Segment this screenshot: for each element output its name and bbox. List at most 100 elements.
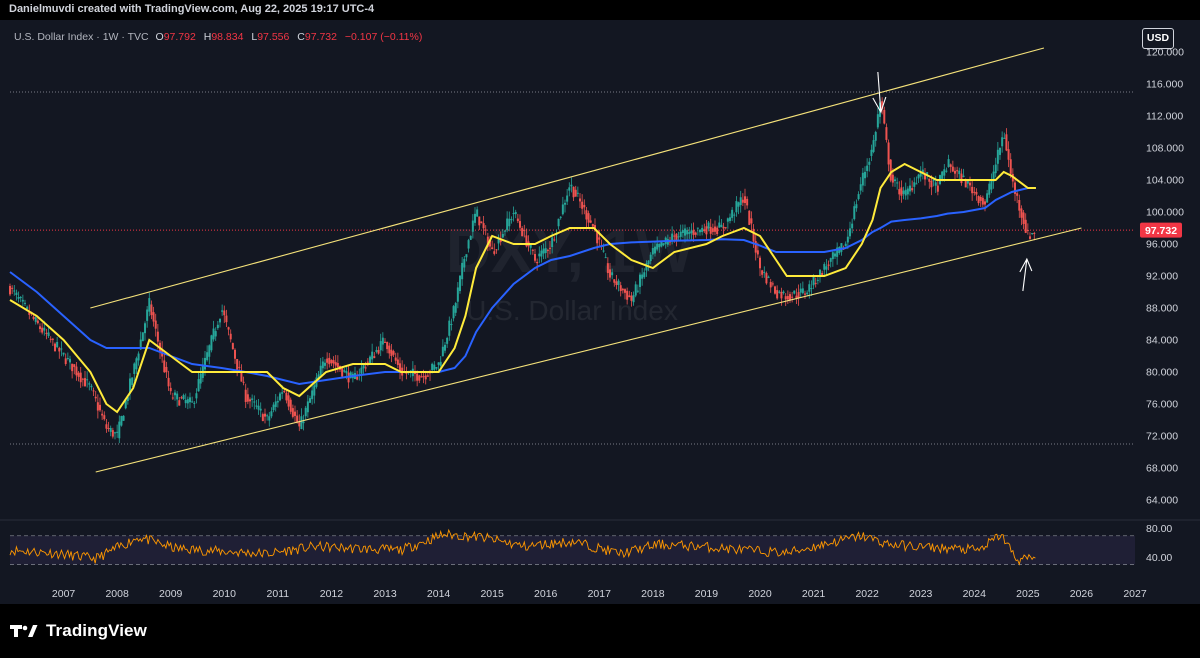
candle bbox=[919, 166, 922, 182]
candle bbox=[448, 316, 451, 341]
candle bbox=[219, 318, 221, 328]
candle bbox=[844, 241, 847, 247]
price-tick-label: 88.000 bbox=[1146, 303, 1178, 315]
price-tag-label: 97.732 bbox=[1145, 225, 1177, 237]
candle bbox=[197, 371, 200, 392]
candle bbox=[797, 284, 800, 306]
candle bbox=[621, 287, 624, 294]
candle bbox=[116, 424, 119, 438]
time-tick-label: 2007 bbox=[52, 588, 76, 600]
low-value: 97.556 bbox=[257, 31, 290, 43]
candle bbox=[658, 243, 661, 253]
candle bbox=[566, 188, 569, 206]
candle bbox=[572, 186, 575, 202]
candle bbox=[379, 333, 382, 357]
candle bbox=[707, 220, 710, 232]
price-tick-label: 92.000 bbox=[1146, 271, 1178, 283]
candle bbox=[1026, 223, 1029, 235]
candle bbox=[510, 216, 513, 224]
candle bbox=[720, 219, 723, 228]
price-tick-label: 120.000 bbox=[1146, 47, 1184, 59]
candle bbox=[696, 227, 699, 236]
candle bbox=[163, 354, 166, 373]
candle bbox=[484, 225, 487, 236]
candle bbox=[73, 364, 76, 375]
time-tick-label: 2027 bbox=[1123, 588, 1147, 600]
candle bbox=[9, 283, 11, 297]
candle bbox=[1018, 194, 1021, 218]
candle bbox=[906, 186, 909, 200]
time-tick-label: 2022 bbox=[855, 588, 879, 600]
candle bbox=[180, 395, 183, 400]
candle bbox=[491, 240, 494, 250]
candle bbox=[793, 290, 796, 295]
candle bbox=[553, 236, 556, 242]
candle bbox=[585, 206, 588, 227]
price-tag bbox=[1140, 222, 1182, 238]
candle bbox=[321, 356, 324, 374]
fast-moving-average bbox=[9, 162, 1036, 414]
candle bbox=[604, 253, 607, 259]
candle bbox=[206, 345, 209, 362]
candle bbox=[546, 248, 549, 258]
candle bbox=[645, 260, 648, 277]
time-tick-label: 2023 bbox=[909, 588, 933, 600]
candle bbox=[420, 373, 423, 378]
currency-button[interactable]: USD bbox=[1142, 28, 1174, 49]
candle bbox=[619, 281, 622, 297]
candle bbox=[902, 186, 905, 200]
candle bbox=[984, 199, 986, 212]
candle bbox=[450, 318, 453, 331]
candle bbox=[261, 412, 264, 422]
candle bbox=[829, 257, 832, 268]
time-tick-label: 2011 bbox=[267, 588, 290, 600]
price-chart[interactable]: DXY, 1W U.S. Dollar Index 120.000116.000… bbox=[0, 0, 1200, 604]
candle bbox=[467, 238, 470, 253]
candle bbox=[677, 231, 680, 242]
candle bbox=[49, 336, 52, 343]
candle bbox=[255, 399, 258, 410]
candle bbox=[201, 357, 204, 382]
candle bbox=[392, 349, 395, 357]
candle bbox=[1005, 128, 1008, 152]
candle bbox=[979, 195, 982, 207]
candle bbox=[951, 160, 954, 173]
candle bbox=[459, 275, 461, 294]
candle bbox=[99, 397, 101, 412]
channel-upper-line bbox=[90, 47, 1045, 309]
candle bbox=[857, 191, 860, 201]
candle bbox=[536, 258, 539, 271]
candle bbox=[279, 391, 281, 402]
candle bbox=[744, 188, 746, 210]
candle bbox=[399, 357, 401, 380]
candle bbox=[474, 207, 476, 226]
candle bbox=[990, 173, 993, 194]
candle bbox=[418, 374, 421, 384]
tradingview-logo[interactable]: TradingView bbox=[10, 621, 147, 641]
candle bbox=[144, 321, 146, 341]
candle bbox=[195, 388, 198, 404]
candle bbox=[199, 367, 202, 389]
candle bbox=[921, 161, 924, 180]
price-tick-label: 100.000 bbox=[1146, 207, 1184, 219]
candle bbox=[456, 282, 459, 309]
candle bbox=[62, 352, 65, 357]
candle bbox=[943, 164, 946, 182]
price-tick-label: 112.000 bbox=[1146, 111, 1183, 123]
candle bbox=[894, 176, 896, 187]
change-value: −0.107 (−0.11%) bbox=[344, 31, 423, 43]
candle bbox=[401, 360, 404, 382]
candle bbox=[750, 211, 753, 231]
candle bbox=[853, 201, 856, 221]
top-bar: Danielmuvdi created with TradingView.com… bbox=[0, 0, 1200, 20]
candle bbox=[129, 373, 131, 400]
candle bbox=[191, 396, 194, 403]
candle bbox=[41, 322, 44, 335]
candle bbox=[559, 216, 562, 220]
candle bbox=[253, 395, 256, 410]
candle bbox=[904, 182, 907, 200]
price-tick-label: 116.000 bbox=[1146, 79, 1183, 91]
candle bbox=[11, 285, 14, 294]
symbol-name: U.S. Dollar Index · 1W · TVC bbox=[14, 31, 149, 43]
candle bbox=[1014, 176, 1016, 202]
